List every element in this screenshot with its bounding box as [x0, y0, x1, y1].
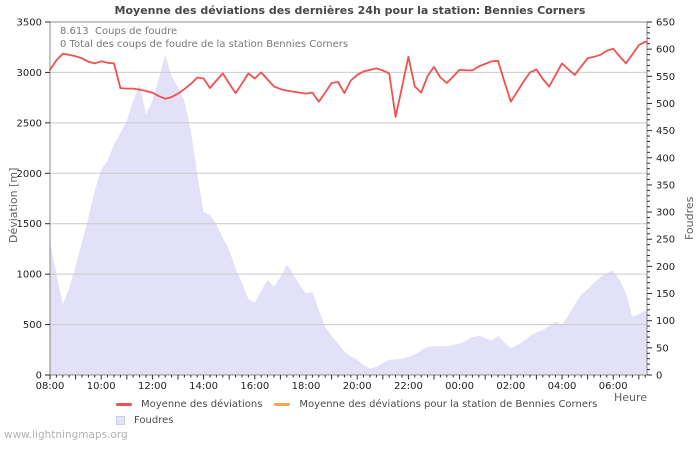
- foudres-area-swatch: [116, 416, 125, 425]
- svg-text:20:00: 20:00: [343, 381, 372, 392]
- svg-text:50: 50: [656, 343, 669, 354]
- legend-row-2: Foudres: [116, 413, 597, 428]
- svg-text:04:00: 04:00: [548, 381, 577, 392]
- deviation-line-swatch: [116, 403, 132, 406]
- svg-text:550: 550: [656, 72, 675, 83]
- plot-border: [49, 21, 648, 376]
- svg-text:0: 0: [36, 371, 42, 382]
- annotation-station-strikes: 0 Total des coups de foudre de la statio…: [60, 39, 349, 50]
- axis-tick-labels: 0 500 1000 1500 2000 2500 3000 3500 0 50 100 150 200…: [17, 18, 676, 393]
- svg-text:18:00: 18:00: [292, 381, 321, 392]
- x-axis-label: Heure: [613, 391, 647, 404]
- foudres-area: [50, 54, 647, 375]
- svg-text:200: 200: [656, 262, 675, 273]
- chart-legend: Moyenne des déviations Moyenne des dévia…: [116, 397, 597, 428]
- svg-text:300: 300: [656, 208, 675, 219]
- y-axis-label-left: Déviation [m]: [7, 167, 20, 243]
- svg-text:150: 150: [656, 289, 675, 300]
- svg-text:3500: 3500: [17, 18, 42, 29]
- svg-text:0: 0: [656, 371, 662, 382]
- svg-text:500: 500: [23, 320, 42, 331]
- svg-text:16:00: 16:00: [240, 381, 269, 392]
- svg-text:08:00: 08:00: [36, 381, 65, 392]
- svg-text:1500: 1500: [17, 219, 42, 230]
- svg-text:12:00: 12:00: [138, 381, 167, 392]
- legend-row-1: Moyenne des déviations Moyenne des dévia…: [116, 397, 597, 412]
- svg-text:450: 450: [656, 126, 675, 137]
- legend-item-station-deviation: Moyenne des déviations pour la station d…: [274, 399, 597, 410]
- svg-text:14:00: 14:00: [189, 381, 218, 392]
- chart-title: Moyenne des déviations des dernières 24h…: [114, 4, 586, 17]
- watermark: www.lightningmaps.org: [4, 429, 128, 441]
- legend-label-station-deviation: Moyenne des déviations pour la station d…: [299, 399, 598, 410]
- annotation-total-strikes: 8.613 Coups de foudre: [60, 26, 178, 37]
- svg-text:250: 250: [656, 235, 675, 246]
- svg-text:10:00: 10:00: [87, 381, 116, 392]
- svg-text:2500: 2500: [17, 118, 42, 129]
- svg-text:00:00: 00:00: [445, 381, 474, 392]
- gridlines: [50, 71, 647, 326]
- svg-text:400: 400: [656, 153, 675, 164]
- legend-label-foudres: Foudres: [134, 415, 174, 426]
- svg-text:02:00: 02:00: [496, 381, 525, 392]
- legend-item-foudres: Foudres: [116, 415, 173, 426]
- svg-text:3000: 3000: [17, 68, 42, 79]
- svg-text:22:00: 22:00: [394, 381, 423, 392]
- svg-text:600: 600: [656, 45, 675, 56]
- legend-item-deviation: Moyenne des déviations: [116, 399, 262, 410]
- svg-text:650: 650: [656, 18, 675, 29]
- svg-text:100: 100: [656, 316, 675, 327]
- svg-text:1000: 1000: [17, 270, 42, 281]
- y-axis-label-right: Foudres: [683, 196, 696, 240]
- svg-text:500: 500: [656, 99, 675, 110]
- svg-text:350: 350: [656, 180, 675, 191]
- station-line-swatch: [274, 403, 291, 406]
- axis-ticks: [45, 21, 652, 380]
- legend-label-deviation: Moyenne des déviations: [141, 399, 263, 410]
- svg-text:2000: 2000: [17, 169, 42, 180]
- svg-text:06:00: 06:00: [599, 381, 628, 392]
- deviation-line: [49, 40, 648, 118]
